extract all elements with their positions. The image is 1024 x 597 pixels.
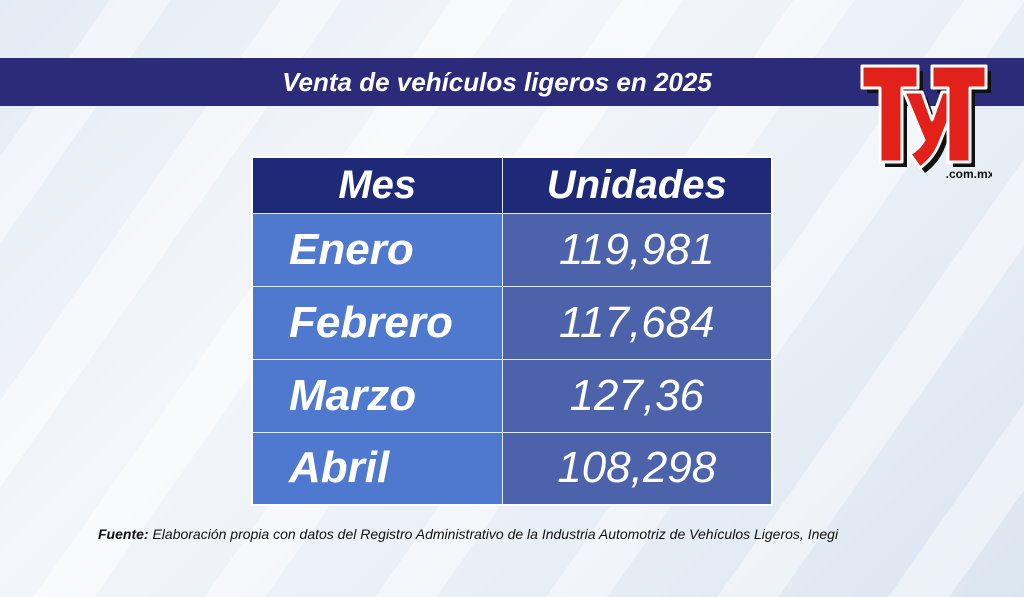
cell-units: 127,36: [501, 358, 773, 433]
page-title: Venta de vehículos ligeros en 2025: [282, 66, 712, 97]
logo-domain-text: .com.mx: [946, 167, 992, 181]
cell-month: Enero: [251, 212, 503, 287]
title-bar: Venta de vehículos ligeros en 2025: [0, 58, 1024, 106]
table-row: Febrero 117,684: [251, 285, 773, 360]
source-label: Fuente:: [98, 526, 149, 542]
header-mes: Mes: [251, 156, 503, 214]
cell-units: 108,298: [501, 431, 773, 506]
tyt-logo: .com.mx: [860, 64, 992, 181]
header-unidades: Unidades: [501, 156, 773, 214]
source-text: Elaboración propia con datos del Registr…: [152, 526, 839, 542]
cell-month: Abril: [251, 431, 503, 506]
cell-units: 119,981: [501, 212, 773, 287]
sales-table: Mes Unidades Enero 119,981 Febrero 117,6…: [251, 156, 773, 506]
source-note: Fuente: Elaboración propia con datos del…: [98, 526, 838, 542]
cell-month: Marzo: [251, 358, 503, 433]
cell-units: 117,684: [501, 285, 773, 360]
table-row: Enero 119,981: [251, 212, 773, 287]
table-header-row: Mes Unidades: [251, 156, 773, 214]
table-row: Abril 108,298: [251, 431, 773, 506]
table-row: Marzo 127,36: [251, 358, 773, 433]
cell-month: Febrero: [251, 285, 503, 360]
